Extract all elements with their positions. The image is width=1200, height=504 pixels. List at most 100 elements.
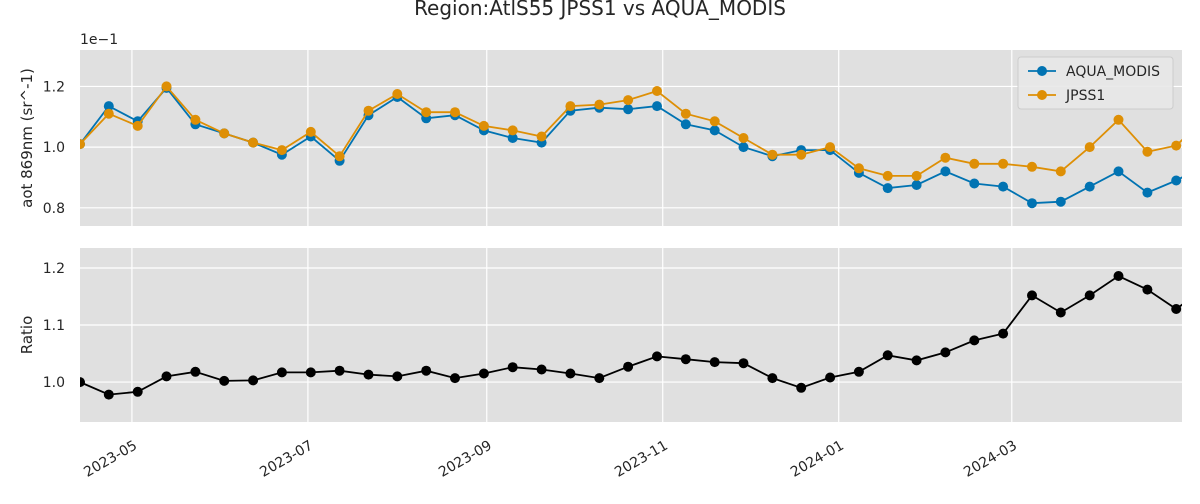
top-ytick-label-1: 1.0 — [43, 140, 65, 156]
bottom-point-0-7 — [276, 367, 287, 378]
top-ylabel: aot 869nm (sr^-1) — [18, 68, 36, 208]
top-point-1-7 — [276, 145, 287, 156]
top-point-1-22 — [709, 116, 720, 127]
xtick-label-0: 2023-05 — [81, 438, 140, 481]
top-point-1-9 — [334, 151, 345, 162]
top-point-1-29 — [911, 170, 922, 181]
top-point-1-5 — [219, 128, 230, 139]
bottom-point-0-17 — [565, 368, 576, 379]
bottom-ytick-label-1: 1.1 — [43, 318, 65, 334]
bottom-point-0-34 — [1055, 307, 1066, 318]
top-point-1-18 — [594, 99, 605, 110]
top-point-1-12 — [421, 107, 432, 118]
bottom-point-0-13 — [450, 373, 460, 384]
top-point-1-28 — [882, 170, 893, 181]
bottom-point-0-4 — [190, 366, 201, 377]
bottom-series-line-0 — [80, 274, 1182, 396]
bottom-point-0-6 — [248, 375, 259, 386]
legend-marker-1 — [1037, 90, 1047, 100]
top-point-0-28 — [882, 183, 893, 194]
bottom-ytick-label-0: 1.0 — [43, 375, 65, 391]
top-point-1-25 — [796, 149, 807, 160]
top-point-1-15 — [507, 125, 518, 136]
bottom-point-0-24 — [767, 373, 778, 384]
top-point-1-26 — [825, 142, 836, 153]
top-point-0-1 — [103, 101, 114, 112]
bottom-point-0-29 — [911, 355, 922, 366]
bottom-series-0 — [80, 271, 1182, 400]
top-point-1-24 — [767, 149, 778, 160]
top-point-1-8 — [305, 126, 316, 137]
top-point-0-22 — [709, 125, 720, 136]
top-point-1-30 — [940, 152, 951, 163]
top-ytick-label-2: 1.2 — [43, 79, 65, 95]
top-point-1-27 — [853, 163, 864, 174]
bottom-point-0-16 — [536, 364, 547, 375]
bottom-point-0-32 — [998, 328, 1009, 339]
bottom-point-0-9 — [334, 365, 345, 376]
xtick-label-1: 2023-07 — [257, 438, 316, 481]
bottom-point-0-27 — [853, 366, 864, 377]
bottom-point-0-35 — [1084, 290, 1095, 301]
top-point-1-34 — [1055, 166, 1066, 177]
bottom-point-0-10 — [363, 369, 374, 380]
top-point-0-31 — [969, 178, 980, 189]
xtick-label-4: 2024-01 — [788, 438, 847, 481]
top-point-1-32 — [998, 158, 1009, 169]
bottom-point-0-26 — [825, 372, 836, 383]
top-point-0-37 — [1142, 187, 1153, 198]
xtick-label-5: 2024-03 — [961, 438, 1020, 481]
bottom-point-0-22 — [709, 357, 720, 368]
bottom-point-0-36 — [1113, 271, 1124, 281]
top-point-1-33 — [1027, 161, 1037, 172]
bottom-plot-area — [80, 248, 1182, 422]
top-point-1-0 — [80, 139, 85, 150]
bottom-ytick-label-2: 1.2 — [43, 261, 65, 277]
top-point-1-14 — [478, 120, 489, 131]
bottom-point-0-11 — [392, 371, 403, 382]
bottom-grid — [80, 248, 1182, 422]
top-series-1 — [80, 81, 1182, 181]
bottom-point-0-15 — [507, 362, 518, 373]
top-point-1-37 — [1142, 146, 1153, 157]
top-series-line-1 — [80, 84, 1182, 177]
top-point-1-17 — [565, 101, 576, 112]
top-point-0-32 — [998, 181, 1009, 192]
top-point-1-35 — [1084, 142, 1095, 153]
bottom-point-0-23 — [738, 358, 749, 369]
top-point-1-10 — [363, 105, 374, 116]
top-point-1-36 — [1113, 114, 1124, 125]
top-point-1-21 — [680, 108, 691, 119]
bottom-point-0-3 — [161, 371, 172, 382]
bottom-point-0-21 — [680, 354, 691, 365]
bottom-point-0-8 — [305, 367, 316, 378]
top-offset-label: 1e−1 — [80, 32, 118, 48]
top-point-0-29 — [911, 180, 922, 190]
legend: AQUA_MODIS JPSS1 — [1017, 56, 1174, 110]
bottom-point-0-0 — [80, 377, 85, 388]
top-point-0-20 — [652, 101, 662, 112]
legend-box — [1017, 56, 1174, 110]
bottom-point-0-25 — [796, 382, 807, 393]
xtick-label-2: 2023-09 — [436, 438, 495, 481]
top-point-0-34 — [1055, 196, 1066, 207]
top-point-1-31 — [969, 158, 980, 169]
top-point-0-15 — [507, 133, 518, 143]
xtick-label-3: 2023-11 — [612, 438, 671, 481]
bottom-point-0-31 — [969, 335, 980, 346]
top-point-1-38 — [1171, 140, 1182, 151]
legend-label-1: JPSS1 — [1065, 88, 1105, 104]
bottom-point-0-38 — [1171, 304, 1182, 314]
top-point-1-4 — [190, 114, 201, 125]
bottom-panel: 1.0 1.1 1.2 Ratio 2023-05 2023-07 2023-09 2023-… — [18, 248, 1182, 481]
top-point-1-19 — [623, 95, 634, 106]
top-point-1-3 — [161, 81, 172, 92]
bottom-point-0-12 — [421, 365, 432, 376]
top-point-1-6 — [248, 137, 259, 148]
top-point-0-21 — [680, 119, 691, 130]
top-point-0-23 — [738, 142, 749, 153]
top-point-0-35 — [1084, 181, 1095, 192]
top-point-1-23 — [738, 133, 749, 143]
